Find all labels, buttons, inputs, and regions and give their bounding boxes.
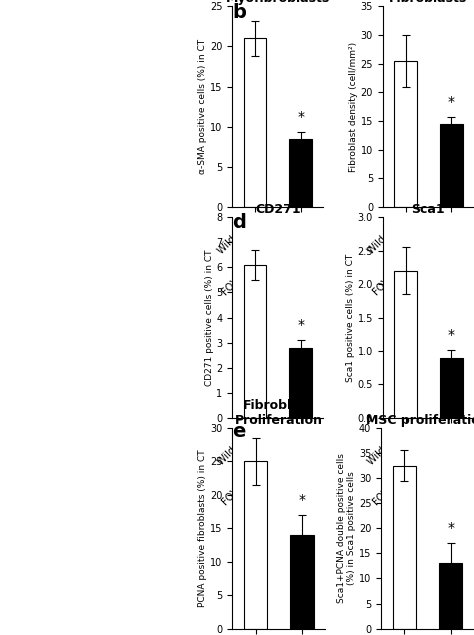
Bar [394, 271, 417, 418]
Text: d: d [232, 213, 246, 232]
Text: b: b [232, 3, 246, 22]
Bar [244, 462, 267, 629]
Y-axis label: Sca1+PCNA double positive cells
(%) in Sca1 positive cells: Sca1+PCNA double positive cells (%) in S… [337, 453, 356, 603]
Text: *: * [297, 318, 304, 332]
Text: *: * [299, 493, 305, 507]
Bar [394, 61, 417, 207]
Bar [439, 563, 462, 629]
Title: Fibroblasts: Fibroblasts [389, 0, 467, 5]
Y-axis label: CD271 positive cells (%) in CT: CD271 positive cells (%) in CT [204, 250, 213, 385]
Bar [289, 347, 312, 418]
Text: *: * [447, 521, 454, 535]
Bar [289, 139, 312, 207]
Bar [291, 535, 314, 629]
Y-axis label: Sca1 positive cells (%) in CT: Sca1 positive cells (%) in CT [346, 253, 355, 382]
Text: *: * [297, 110, 304, 124]
Y-axis label: Fibroblast density (cell/mm²): Fibroblast density (cell/mm²) [349, 42, 358, 172]
Bar [440, 124, 463, 207]
Text: e: e [232, 422, 246, 441]
Y-axis label: α-SMA positive cells (%) in CT: α-SMA positive cells (%) in CT [198, 39, 207, 174]
Title: CD271: CD271 [255, 203, 301, 216]
Title: Sca1: Sca1 [411, 203, 445, 216]
Bar [440, 358, 463, 418]
Text: *: * [448, 328, 455, 342]
Bar [244, 39, 266, 207]
Bar [244, 265, 266, 418]
Text: *: * [448, 95, 455, 109]
Y-axis label: PCNA positive fibroblasts (%) in CT: PCNA positive fibroblasts (%) in CT [198, 450, 207, 607]
Title: Myofibroblasts: Myofibroblasts [226, 0, 330, 5]
Title: MSC proliferation: MSC proliferation [366, 414, 474, 427]
Title: Fibroblast
Proliferation: Fibroblast Proliferation [235, 399, 323, 427]
Bar [392, 465, 416, 629]
